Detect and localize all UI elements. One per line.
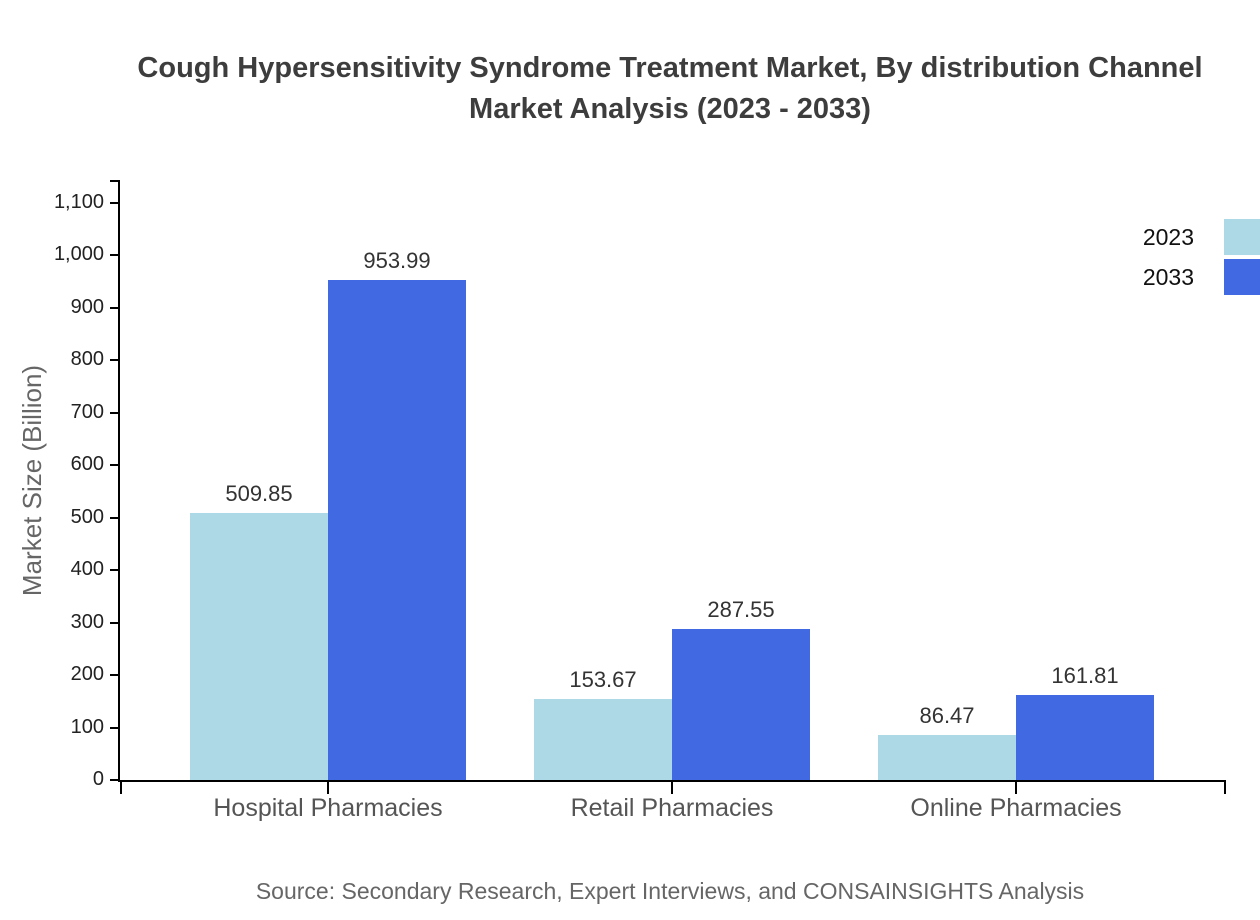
category-label: Retail Pharmacies — [570, 794, 774, 822]
plot-area: 0 100 200 300 400 500 600 700 800 900 1,000 1,100 50… — [54, 180, 1226, 822]
legend-swatch — [1224, 219, 1260, 255]
x-axis-end-tick — [120, 782, 122, 794]
y-tick-label: 200 — [70, 663, 104, 686]
y-tick — [110, 726, 118, 729]
y-tick — [110, 202, 118, 204]
x-axis-end-tick — [1224, 782, 1226, 794]
chart-title: Cough Hypersensitivity Syndrome Treatmen… — [80, 48, 1260, 130]
value-label: 509.85 — [225, 480, 293, 506]
y-tick-label: 100 — [70, 715, 104, 738]
y-tick — [110, 359, 118, 362]
x-category-tick — [1015, 782, 1017, 794]
y-tick-label: 1,000 — [53, 243, 104, 266]
bar-2023 — [190, 512, 328, 780]
y-tick — [110, 306, 118, 309]
value-label: 161.81 — [1051, 663, 1119, 689]
y-tick-label: 900 — [70, 295, 104, 318]
y-tick — [110, 779, 118, 781]
y-tick — [110, 674, 118, 677]
chart-title-line-1: Cough Hypersensitivity Syndrome Treatmen… — [137, 52, 1203, 84]
value-label: 953.99 — [363, 247, 431, 273]
y-tick — [110, 516, 118, 519]
bar-2033 — [672, 629, 810, 780]
y-tick-label: 800 — [70, 348, 104, 371]
bar-2023 — [878, 734, 1016, 780]
legend-swatch — [1224, 259, 1260, 295]
y-axis-title-column: Market Size (Billion) — [18, 180, 48, 780]
x-category-tick — [327, 782, 329, 794]
legend-item-2033: 2033 — [1143, 259, 1260, 295]
legend-label: 2023 — [1142, 223, 1194, 250]
y-tick-label: 400 — [70, 558, 104, 581]
y-tick — [110, 464, 118, 467]
y-tick-label: 700 — [70, 400, 104, 423]
bar-2023 — [534, 699, 672, 780]
bar-2033 — [328, 279, 466, 780]
y-tick — [110, 411, 118, 414]
y-tick-label: 1,100 — [53, 191, 104, 213]
y-tick-label: 0 — [92, 768, 104, 790]
category-label: Online Pharmacies — [910, 794, 1122, 822]
value-label: 153.67 — [569, 667, 637, 693]
chart-title-line-2: Market Analysis (2023 - 2033) — [469, 93, 871, 125]
y-tick — [110, 254, 118, 257]
value-label: 287.55 — [707, 597, 775, 623]
legend-item-2023: 2023 — [1143, 219, 1260, 255]
legend: 2023 2033 — [1143, 219, 1260, 295]
category-label: Hospital Pharmacies — [213, 794, 443, 822]
legend-label: 2033 — [1142, 263, 1194, 290]
y-axis-end-cap — [110, 180, 118, 182]
y-tick-label: 500 — [70, 505, 104, 528]
y-tick — [110, 621, 118, 624]
value-label: 86.47 — [919, 702, 975, 728]
bar-2033 — [1016, 695, 1154, 780]
x-category-tick — [671, 782, 673, 794]
y-tick-label: 600 — [70, 453, 104, 476]
y-tick-label: 300 — [70, 610, 104, 633]
source-note: Source: Secondary Research, Expert Inter… — [255, 878, 1085, 904]
y-tick — [110, 569, 118, 572]
